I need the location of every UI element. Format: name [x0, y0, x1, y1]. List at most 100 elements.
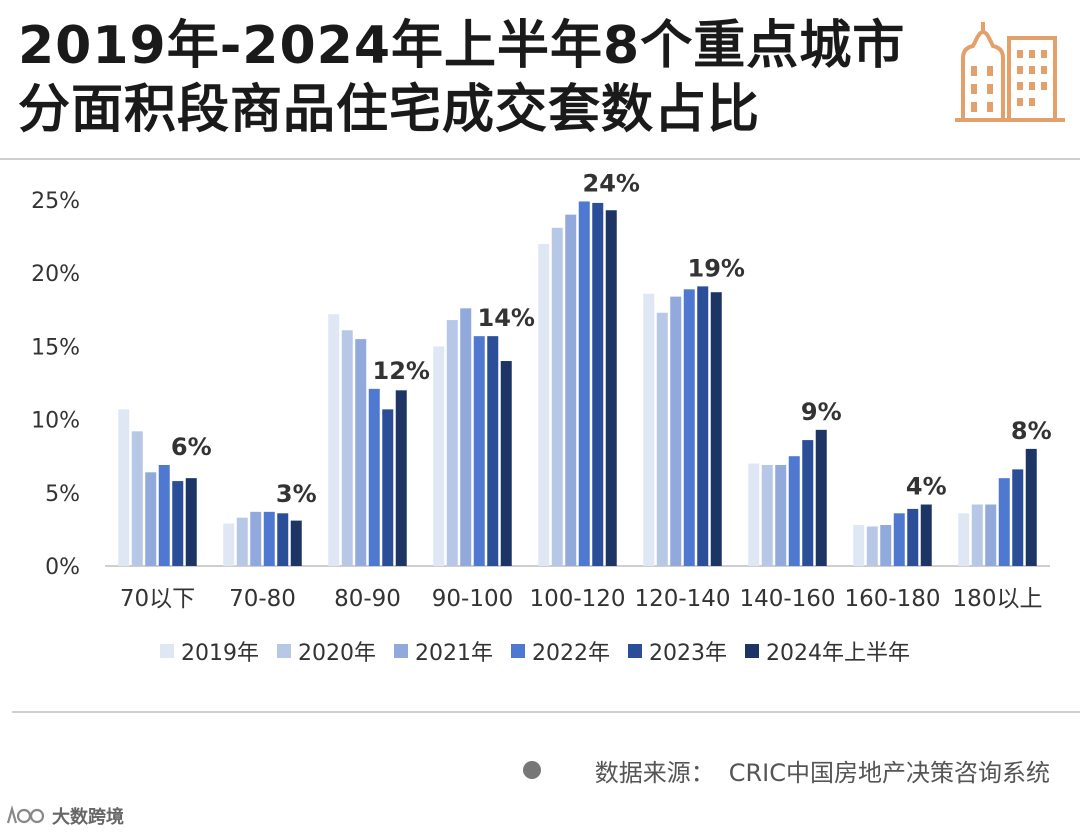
title-divider: [0, 158, 1080, 160]
bar: [460, 308, 472, 566]
bar: [1012, 469, 1024, 566]
bullet-icon: [522, 761, 541, 779]
bar: [683, 289, 695, 566]
bar: [985, 504, 997, 566]
data-label: 8%: [1011, 417, 1052, 445]
x-tick-label: 90-100: [432, 586, 513, 612]
bar: [815, 429, 827, 566]
bar: [802, 440, 814, 566]
bar: [1025, 448, 1037, 566]
bar: [697, 286, 709, 566]
legend-label: 2020年: [298, 641, 376, 666]
bar: [775, 464, 787, 566]
bar: [998, 478, 1010, 566]
data-label: 4%: [906, 473, 947, 501]
bar: [958, 513, 970, 566]
brand-watermark: 大数跨境: [4, 800, 124, 832]
bar: [487, 336, 499, 566]
y-tick-label: 25%: [31, 189, 80, 214]
dashuju-logo-icon: [6, 804, 45, 824]
bar: [565, 214, 577, 566]
legend-label: 2021年: [415, 641, 493, 666]
bar: [538, 243, 550, 567]
data-label: 24%: [583, 169, 640, 197]
bar: [605, 210, 617, 567]
bar: [907, 508, 919, 566]
legend-swatch: [277, 644, 291, 658]
bar: [341, 330, 353, 566]
y-tick-label: 15%: [31, 335, 80, 360]
bar: [788, 456, 800, 566]
bar: [710, 292, 722, 566]
legend-item: 2022年: [511, 635, 610, 667]
data-label: 19%: [688, 254, 745, 282]
bar: [656, 312, 668, 566]
y-tick-label: 10%: [31, 409, 80, 434]
bar: [473, 336, 485, 566]
bar: [551, 227, 563, 566]
page-title: 2019年-2024年上半年8个重点城市分面积段商品住宅成交套数占比: [18, 16, 906, 140]
data-label: 9%: [801, 398, 842, 426]
legend-item: 2024年上半年: [745, 635, 910, 667]
bar-chart: 0% 5% 10% 15% 20% 25% 6% 70以下 3% 70-80 12% 80-90 14%…: [31, 169, 1052, 612]
bar: [592, 202, 604, 566]
x-tick-label: 80-90: [334, 586, 401, 612]
bar: [643, 293, 655, 566]
data-label: 6%: [171, 433, 212, 461]
bar: [368, 388, 380, 566]
data-label: 3%: [276, 480, 317, 508]
bar: [578, 201, 590, 567]
x-tick-label: 180以上: [953, 586, 1043, 612]
legend-label: 2024年上半年: [766, 641, 910, 666]
bar: [395, 390, 407, 566]
source-note: 数据来源： CRIC中国房地产决策咨询系统: [522, 752, 1050, 788]
bar: [500, 361, 512, 566]
legend-item: 2020年: [277, 635, 376, 667]
bar: [761, 464, 773, 566]
legend-swatch: [394, 644, 408, 658]
x-tick-label: 70以下: [120, 586, 195, 612]
bar: [277, 513, 289, 566]
x-tick-label: 120-140: [634, 586, 730, 612]
legend-swatch: [511, 644, 525, 658]
x-tick-label: 160-180: [844, 586, 940, 612]
bar: [290, 520, 302, 566]
bar: [185, 478, 197, 566]
bar: [433, 346, 445, 566]
data-label: 14%: [478, 304, 535, 332]
bar: [250, 511, 262, 566]
bar: [446, 320, 458, 566]
y-tick-label: 0%: [45, 555, 80, 580]
source-text: CRIC中国房地产决策咨询系统: [728, 758, 1050, 787]
bar: [670, 296, 682, 566]
x-tick-label: 140-160: [739, 586, 835, 612]
legend-swatch: [160, 644, 174, 658]
bar: [158, 464, 170, 566]
building-icon: [955, 22, 1065, 122]
bar: [172, 481, 184, 566]
x-tick-label: 100-120: [529, 586, 625, 612]
legend-swatch: [745, 644, 759, 658]
y-tick-label: 5%: [45, 482, 80, 507]
data-label: 12%: [373, 357, 430, 385]
x-tick-label: 70-80: [229, 586, 296, 612]
bar: [355, 339, 367, 566]
bar: [853, 525, 865, 566]
bar: [920, 504, 932, 566]
bar: [236, 517, 248, 566]
bar: [328, 314, 340, 566]
bar: [118, 409, 130, 566]
bar: [131, 431, 143, 566]
legend-label: 2019年: [181, 641, 259, 666]
bar: [748, 463, 760, 566]
bar: [223, 523, 235, 566]
bar: [880, 525, 892, 566]
bar: [382, 409, 394, 566]
source-label: 数据来源：: [594, 758, 715, 787]
legend-label: 2023年: [649, 641, 727, 666]
legend-item: 2023年: [628, 635, 727, 667]
legend-label: 2022年: [532, 641, 610, 666]
legend-item: 2019年: [160, 635, 259, 667]
y-tick-label: 20%: [31, 262, 80, 287]
brand-name: 大数跨境: [52, 807, 124, 828]
